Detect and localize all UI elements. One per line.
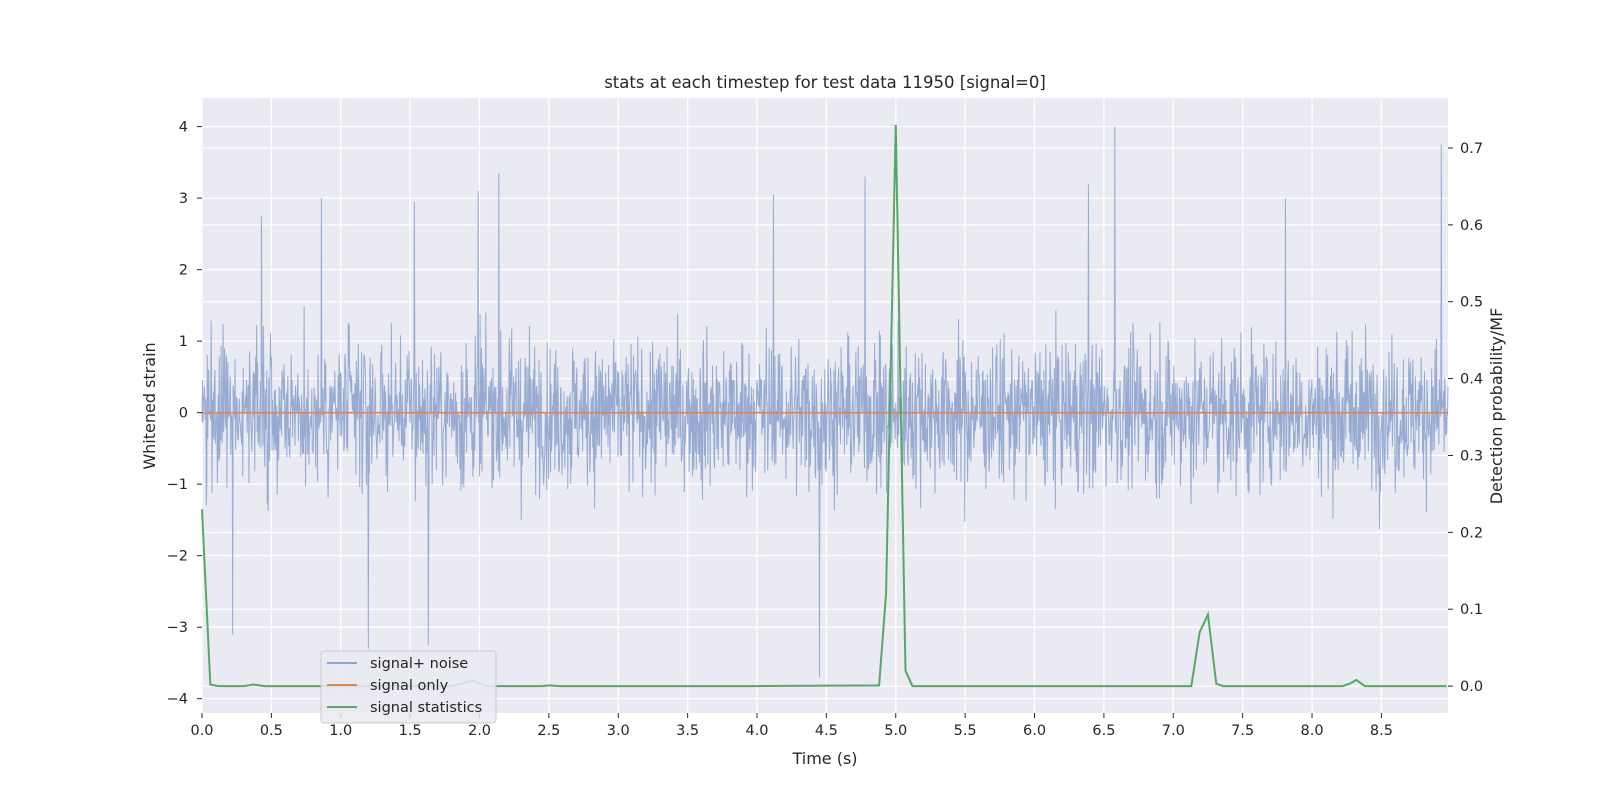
x-tick-label: 0.0 <box>190 723 213 739</box>
signal-noise-line <box>201 126 1449 678</box>
y-left-tick-label: 4 <box>179 120 188 136</box>
y-right-tick-label: 0.2 <box>1460 525 1483 541</box>
y-right-tick-label: 0.4 <box>1460 372 1483 388</box>
y-right-tick-label: 0.6 <box>1460 218 1483 234</box>
y-left-tick-label: 2 <box>179 263 188 279</box>
x-tick-label: 6.0 <box>1023 723 1046 739</box>
x-tick-label: 1.0 <box>329 723 352 739</box>
legend-label-signal-noise: signal+ noise <box>370 656 468 672</box>
chart-title: stats at each timestep for test data 119… <box>604 73 1046 92</box>
y-left-tick-label: −4 <box>167 692 188 708</box>
y-left-tick-label: 1 <box>179 334 188 350</box>
x-tick-label: 0.5 <box>260 723 283 739</box>
y-axis-right-ticks: 0.7 0.6 0.5 0.4 0.3 0.2 0.1 0.0 <box>1448 141 1483 695</box>
y-left-tick-label: 0 <box>179 406 188 422</box>
signal-statistics-line <box>201 124 1447 688</box>
x-tick-label: 3.5 <box>676 723 699 739</box>
legend-label-signal-only: signal only <box>370 678 449 694</box>
series-signal-statistics <box>201 124 1447 688</box>
y-axis-left-label: Whitened strain <box>140 342 159 469</box>
legend-box <box>320 650 497 724</box>
x-tick-label: 7.0 <box>1162 723 1185 739</box>
y-right-tick-label: 0.5 <box>1460 295 1483 311</box>
x-tick-label: 4.0 <box>745 723 768 739</box>
y-left-tick-label: 3 <box>179 191 188 207</box>
x-tick-label: 8.5 <box>1370 723 1393 739</box>
x-tick-label: 5.5 <box>954 723 977 739</box>
y-right-tick-label: 0.3 <box>1460 448 1483 464</box>
x-tick-label: 5.0 <box>884 723 907 739</box>
legend-label-signal-statistics: signal statistics <box>370 700 482 716</box>
y-left-tick-label: −2 <box>167 549 188 565</box>
x-tick-label: 2.5 <box>537 723 560 739</box>
x-tick-label: 6.5 <box>1092 723 1115 739</box>
y-right-tick-label: 0.7 <box>1460 141 1483 157</box>
series-signal-noise <box>201 126 1449 678</box>
x-axis-ticks: 0.0 0.5 1.0 1.5 2.0 2.5 3.0 3.5 4.0 4.5 5.0 5.5 6.0 6… <box>190 713 1393 739</box>
x-tick-label: 8.0 <box>1300 723 1323 739</box>
y-left-tick-label: −1 <box>167 477 188 493</box>
y-axis-left-ticks: 4 3 2 1 0 −1 −2 −3 −4 <box>167 120 202 708</box>
x-tick-label: 2.0 <box>468 723 491 739</box>
y-axis-right-label: Detection probability/MF <box>1487 308 1506 505</box>
legend: signal+ noise signal only signal statist… <box>320 650 497 724</box>
y-right-tick-label: 0.0 <box>1460 679 1483 695</box>
y-right-tick-label: 0.1 <box>1460 602 1483 618</box>
x-tick-label: 4.5 <box>815 723 838 739</box>
y-left-tick-label: −3 <box>167 620 188 636</box>
x-tick-label: 7.5 <box>1231 723 1254 739</box>
x-tick-label: 1.5 <box>399 723 422 739</box>
x-axis-label: Time (s) <box>791 749 857 768</box>
x-tick-label: 3.0 <box>607 723 630 739</box>
